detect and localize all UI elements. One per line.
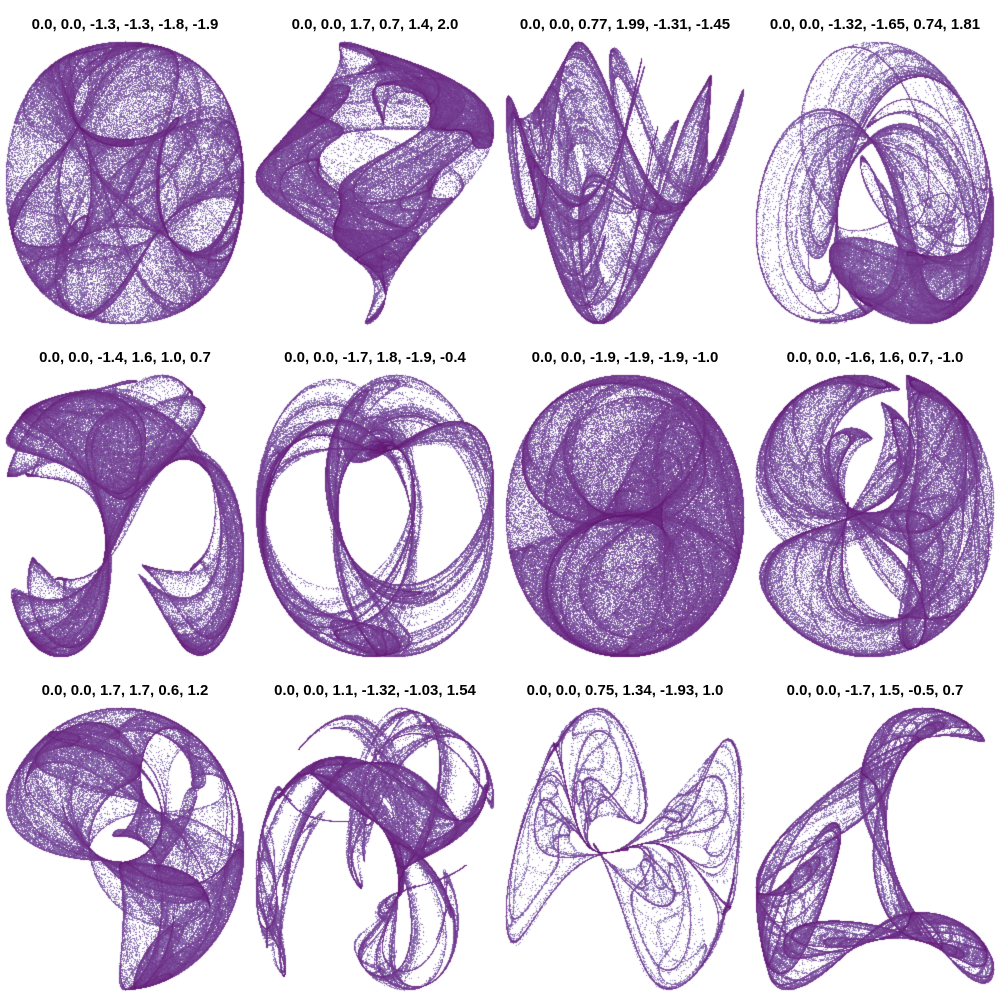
attractor-plot [254,706,496,992]
panel-title: 0.0, 0.0, -1.4, 1.6, 1.0, 0.7 [39,349,211,366]
panel-title: 0.0, 0.0, 1.7, 0.7, 1.4, 2.0 [291,16,459,33]
panel-title: 0.0, 0.0, 1.1, -1.32, -1.03, 1.54 [274,682,476,699]
attractor-panel-7: 0.0, 0.0, -1.9, -1.9, -1.9, -1.0 [500,333,750,666]
attractor-panel-2: 0.0, 0.0, 1.7, 0.7, 1.4, 2.0 [250,0,500,333]
attractor-plot [754,40,996,326]
attractor-panel-5: 0.0, 0.0, -1.4, 1.6, 1.0, 0.7 [0,333,250,666]
panel-title: 0.0, 0.0, 0.77, 1.99, -1.31, -1.45 [519,16,731,33]
panel-title: 0.0, 0.0, -1.7, 1.5, -0.5, 0.7 [786,682,964,699]
panel-title: 0.0, 0.0, -1.6, 1.6, 0.7, -1.0 [786,349,964,366]
panel-title: 0.0, 0.0, 1.7, 1.7, 0.6, 1.2 [41,682,209,699]
panel-title: 0.0, 0.0, -1.7, 1.8, -1.9, -0.4 [284,349,466,366]
attractor-panel-1: 0.0, 0.0, -1.3, -1.3, -1.8, -1.9 [0,0,250,333]
attractor-panel-8: 0.0, 0.0, -1.6, 1.6, 0.7, -1.0 [750,333,1000,666]
attractor-panel-12: 0.0, 0.0, -1.7, 1.5, -0.5, 0.7 [750,666,1000,999]
panel-title: 0.0, 0.0, -1.9, -1.9, -1.9, -1.0 [531,349,719,366]
attractor-panel-3: 0.0, 0.0, 0.77, 1.99, -1.31, -1.45 [500,0,750,333]
attractor-plot [254,373,496,659]
attractor-plot [504,373,746,659]
attractor-panel-9: 0.0, 0.0, 1.7, 1.7, 0.6, 1.2 [0,666,250,999]
attractor-plot [504,40,746,326]
attractor-plot [4,40,246,326]
attractor-plot [754,706,996,992]
attractor-panel-4: 0.0, 0.0, -1.32, -1.65, 0.74, 1.81 [750,0,1000,333]
attractor-plot [254,40,496,326]
attractor-plot [754,373,996,659]
attractor-plot [504,706,746,992]
attractor-panel-11: 0.0, 0.0, 0.75, 1.34, -1.93, 1.0 [500,666,750,999]
attractor-panel-10: 0.0, 0.0, 1.1, -1.32, -1.03, 1.54 [250,666,500,999]
panel-title: 0.0, 0.0, -1.3, -1.3, -1.8, -1.9 [31,16,219,33]
attractor-plot [4,373,246,659]
panel-title: 0.0, 0.0, -1.32, -1.65, 0.74, 1.81 [769,16,981,33]
attractor-panel-6: 0.0, 0.0, -1.7, 1.8, -1.9, -0.4 [250,333,500,666]
attractor-plot [4,706,246,992]
panel-title: 0.0, 0.0, 0.75, 1.34, -1.93, 1.0 [526,682,724,699]
